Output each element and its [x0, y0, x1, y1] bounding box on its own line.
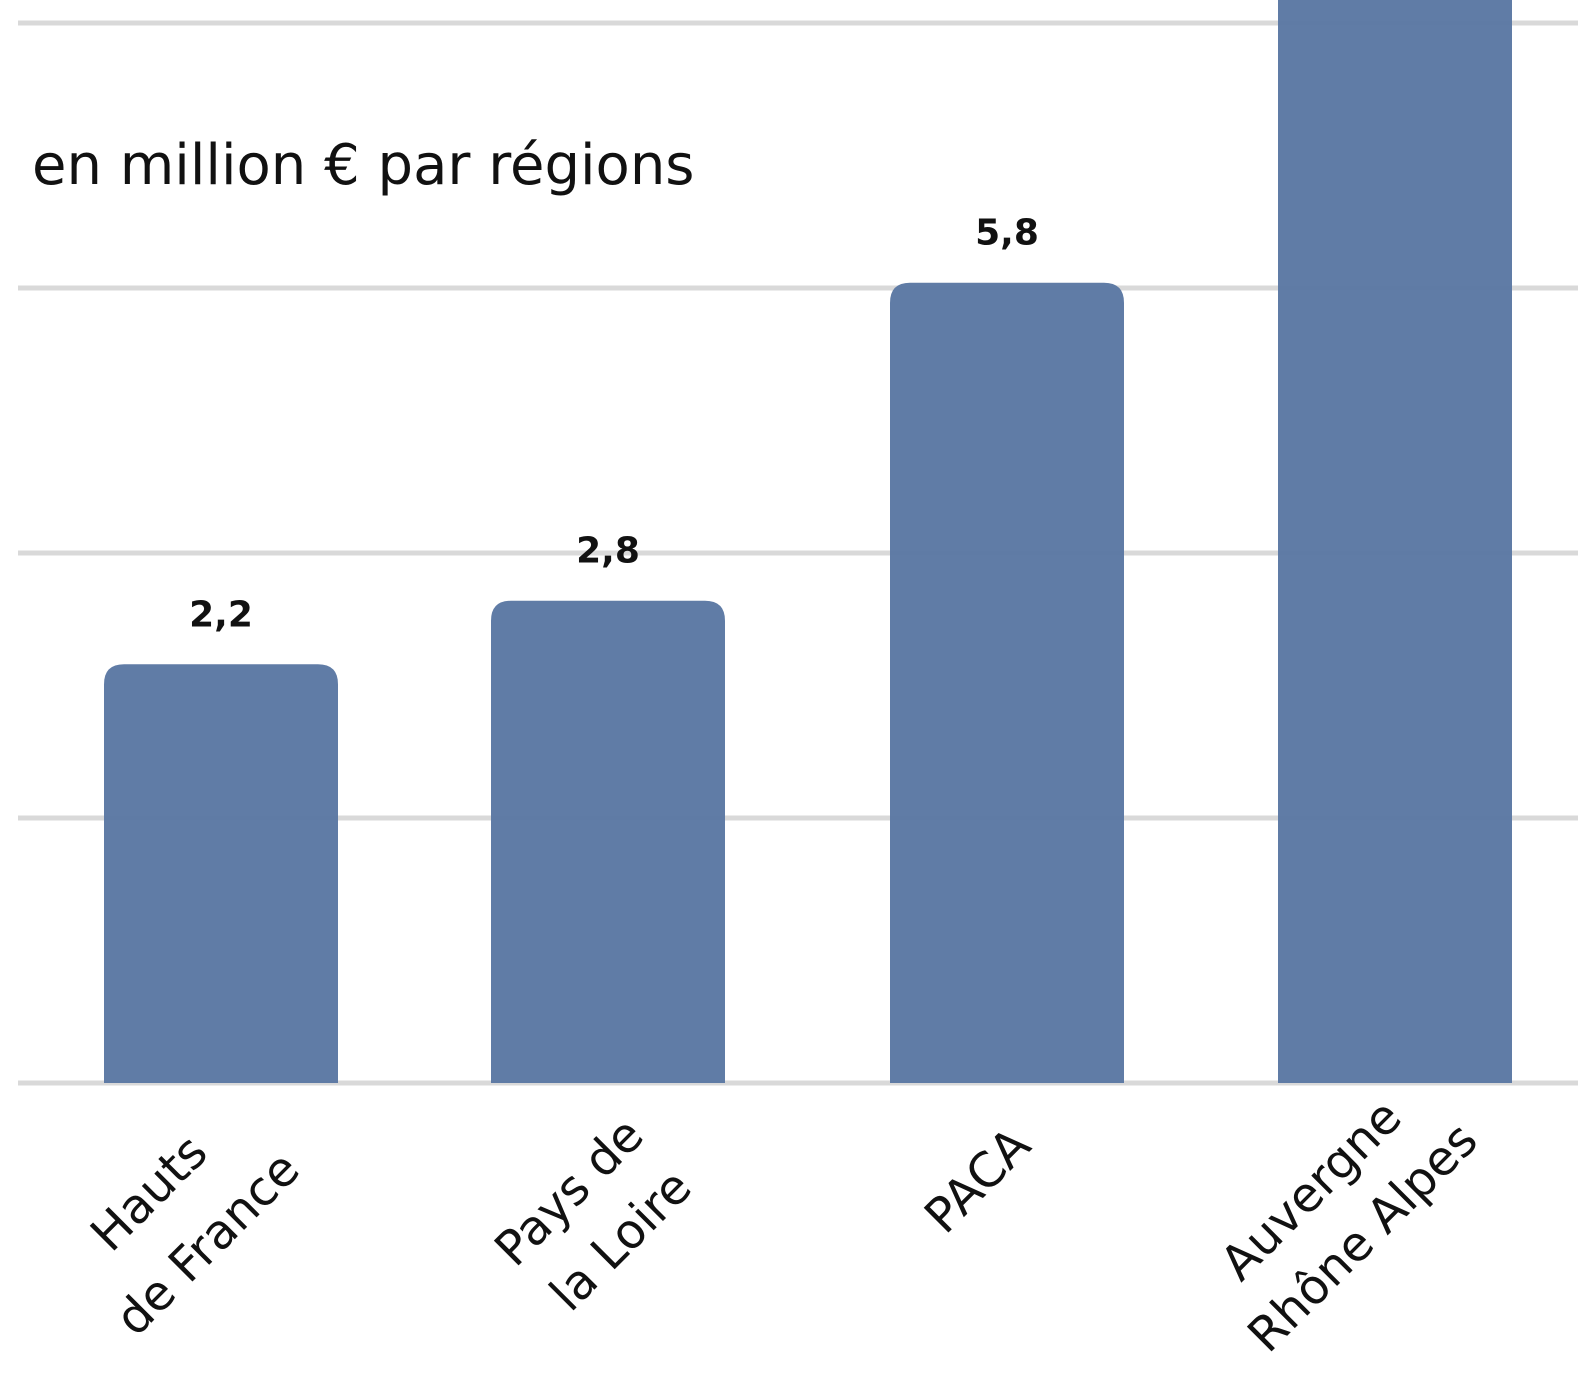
bars [104, 0, 1512, 1083]
bar [890, 282, 1124, 1083]
bar [491, 600, 725, 1083]
category-label-line: PACA [914, 1117, 1042, 1245]
bar-value-label: 2,2 [189, 594, 253, 635]
bar [1278, 0, 1512, 1083]
bar-value-label: 5,8 [975, 213, 1039, 254]
value-labels: 2,22,85,89,8 [189, 213, 1039, 636]
category-label: PACA [914, 1117, 1042, 1245]
bar-value-label: 2,8 [576, 531, 640, 572]
chart-title: en million € par régions [32, 133, 694, 198]
bar [104, 664, 338, 1083]
